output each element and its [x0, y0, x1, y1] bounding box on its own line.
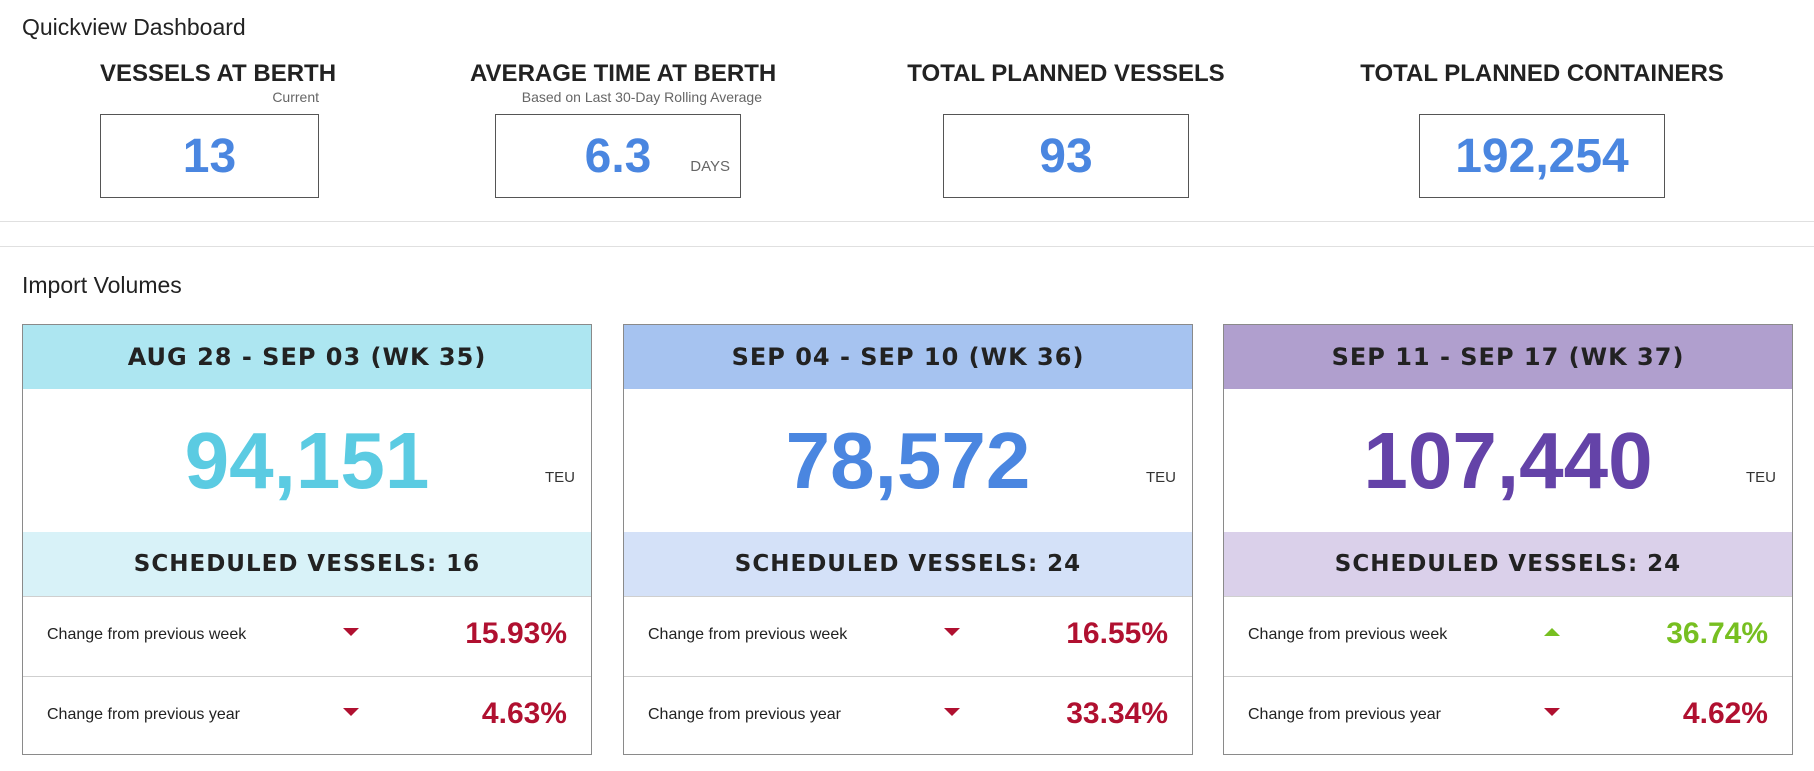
change-label: Change from previous week	[1248, 626, 1448, 643]
change-row-year: Change from previous year 4.63%	[23, 676, 591, 754]
teu-volume: 94,151	[184, 415, 430, 505]
change-label: Change from previous year	[1248, 706, 1441, 723]
teu-unit: TEU	[1146, 469, 1176, 486]
change-value: 4.62%	[1682, 697, 1768, 730]
week-card-35: AUG 28 - SEP 03 (WK 35) 94,151 TEU SCHED…	[22, 324, 592, 755]
down-arrow-icon	[944, 708, 960, 716]
quickview-title: Quickview Dashboard	[22, 14, 246, 40]
divider	[0, 246, 1814, 247]
change-label: Change from previous year	[47, 706, 240, 723]
kpi-subtitle: Current	[272, 89, 319, 105]
volume-panel: 107,440 TEU	[1224, 389, 1792, 532]
down-arrow-icon	[343, 708, 359, 716]
import-volumes-title: Import Volumes	[22, 272, 182, 298]
kpi-value-box: 6.3 DAYS	[495, 114, 741, 198]
kpi-value: 192,254	[1455, 129, 1629, 183]
teu-volume: 78,572	[785, 415, 1031, 505]
up-arrow-icon	[1544, 628, 1560, 636]
change-value: 33.34%	[1066, 697, 1168, 730]
week-card-37: SEP 11 - SEP 17 (WK 37) 107,440 TEU SCHE…	[1223, 324, 1793, 755]
teu-unit: TEU	[545, 469, 575, 486]
scheduled-vessels: SCHEDULED VESSELS: 24	[1224, 532, 1792, 596]
kpi-value-box: 192,254	[1419, 114, 1665, 198]
change-value: 16.55%	[1066, 617, 1168, 650]
kpi-title: TOTAL PLANNED CONTAINERS	[1360, 60, 1724, 87]
week-header: SEP 04 - SEP 10 (WK 36)	[624, 325, 1192, 389]
change-row-year: Change from previous year 33.34%	[624, 676, 1192, 754]
down-arrow-icon	[343, 628, 359, 636]
kpi-value: 93	[1039, 129, 1093, 183]
change-value: 36.74%	[1666, 617, 1768, 650]
change-row-year: Change from previous year 4.62%	[1224, 676, 1792, 754]
change-label: Change from previous week	[47, 626, 247, 643]
change-label: Change from previous week	[648, 626, 848, 643]
kpi-value-box: 13	[100, 114, 319, 198]
divider	[0, 221, 1814, 222]
scheduled-vessels: SCHEDULED VESSELS: 24	[624, 532, 1192, 596]
kpi-title: VESSELS AT BERTH	[100, 60, 337, 87]
kpi-subtitle: Based on Last 30-Day Rolling Average	[521, 89, 762, 105]
teu-unit: TEU	[1746, 469, 1776, 486]
down-arrow-icon	[944, 628, 960, 636]
week-header: AUG 28 - SEP 03 (WK 35)	[23, 325, 591, 389]
week-header: SEP 11 - SEP 17 (WK 37)	[1224, 325, 1792, 389]
kpi-value: 13	[182, 129, 237, 183]
change-row-week: Change from previous week 36.74%	[1224, 596, 1792, 676]
scheduled-vessels: SCHEDULED VESSELS: 16	[23, 532, 591, 596]
kpi-value-box: 93	[943, 114, 1189, 198]
change-row-week: Change from previous week 16.55%	[624, 596, 1192, 676]
change-label: Change from previous year	[648, 706, 841, 723]
week-card-36: SEP 04 - SEP 10 (WK 36) 78,572 TEU SCHED…	[623, 324, 1193, 755]
change-row-week: Change from previous week 15.93%	[23, 596, 591, 676]
volume-panel: 94,151 TEU	[23, 389, 591, 532]
kpi-title: AVERAGE TIME AT BERTH	[470, 60, 777, 87]
change-value: 15.93%	[465, 617, 567, 650]
kpi-value: 6.3	[584, 129, 652, 183]
teu-volume: 107,440	[1363, 415, 1653, 505]
change-value: 4.63%	[481, 697, 567, 730]
kpi-unit: DAYS	[690, 158, 730, 175]
down-arrow-icon	[1544, 708, 1560, 716]
kpi-title: TOTAL PLANNED VESSELS	[907, 60, 1225, 87]
volume-panel: 78,572 TEU	[624, 389, 1192, 532]
